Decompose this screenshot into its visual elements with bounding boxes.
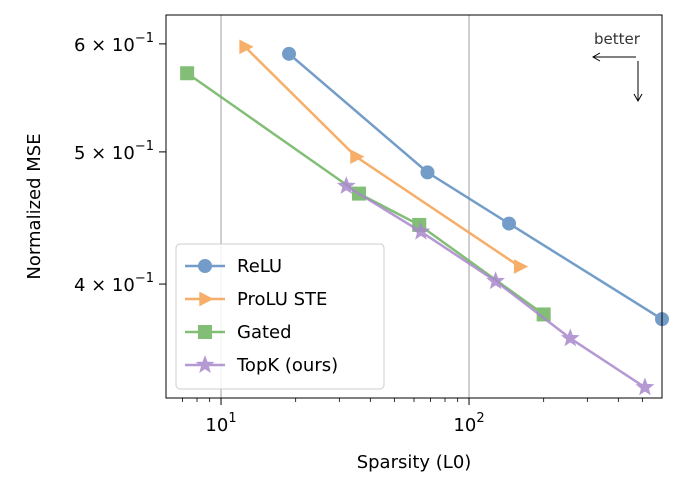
series-line [186, 72, 545, 316]
legend-box [175, 243, 385, 390]
x-tick-label: 101 [205, 411, 236, 436]
y-axis-label: Normalized MSE [24, 133, 45, 279]
series-line [288, 52, 663, 321]
legend-item-gated [185, 325, 225, 339]
arrow-head-down [633, 93, 643, 103]
data-point [336, 176, 356, 195]
data-point [282, 46, 297, 61]
data-point [239, 39, 254, 55]
legend-item-relu [185, 259, 225, 273]
legend: ReLU ProLU STE Gated TopK (ours) [175, 243, 385, 390]
data-point [420, 165, 435, 180]
x-axis-label: Sparsity (L0) [357, 452, 472, 473]
legend-label: ProLU STE [237, 289, 327, 310]
legend-label: ReLU [237, 256, 282, 277]
series-prolu-ste [239, 39, 529, 274]
y-tick-label: 4 × 10−1 [74, 271, 154, 296]
legend-item-topk-ours [185, 355, 225, 373]
legend-label: Gated [237, 322, 292, 343]
legend-marker [199, 291, 214, 307]
data-point [502, 216, 517, 231]
data-point [411, 221, 431, 240]
x-tick-label: 102 [453, 411, 484, 436]
data-point [486, 271, 505, 290]
data-point [513, 259, 529, 274]
legend-marker [195, 355, 215, 373]
legend-marker [198, 325, 212, 339]
series-layer [180, 39, 669, 396]
arrow-head-left [591, 52, 601, 62]
better-annotation: better [591, 30, 643, 103]
series-topk-ours [336, 176, 655, 396]
series-relu [282, 46, 669, 327]
data-point [635, 377, 655, 396]
x-axis: 101 102 [182, 398, 643, 436]
y-axis: 4 × 10−1 5 × 10−1 6 × 10−1 [74, 31, 166, 296]
legend-item-prolu-ste [185, 291, 225, 307]
data-point [180, 66, 195, 81]
data-point [350, 149, 365, 164]
legend-marker [198, 259, 212, 273]
legend-label: TopK (ours) [236, 355, 338, 376]
data-point [560, 328, 580, 347]
better-label: better [594, 30, 641, 48]
y-tick-label: 6 × 10−1 [74, 31, 154, 56]
series-line [244, 45, 521, 268]
y-tick-label: 5 × 10−1 [74, 139, 154, 164]
